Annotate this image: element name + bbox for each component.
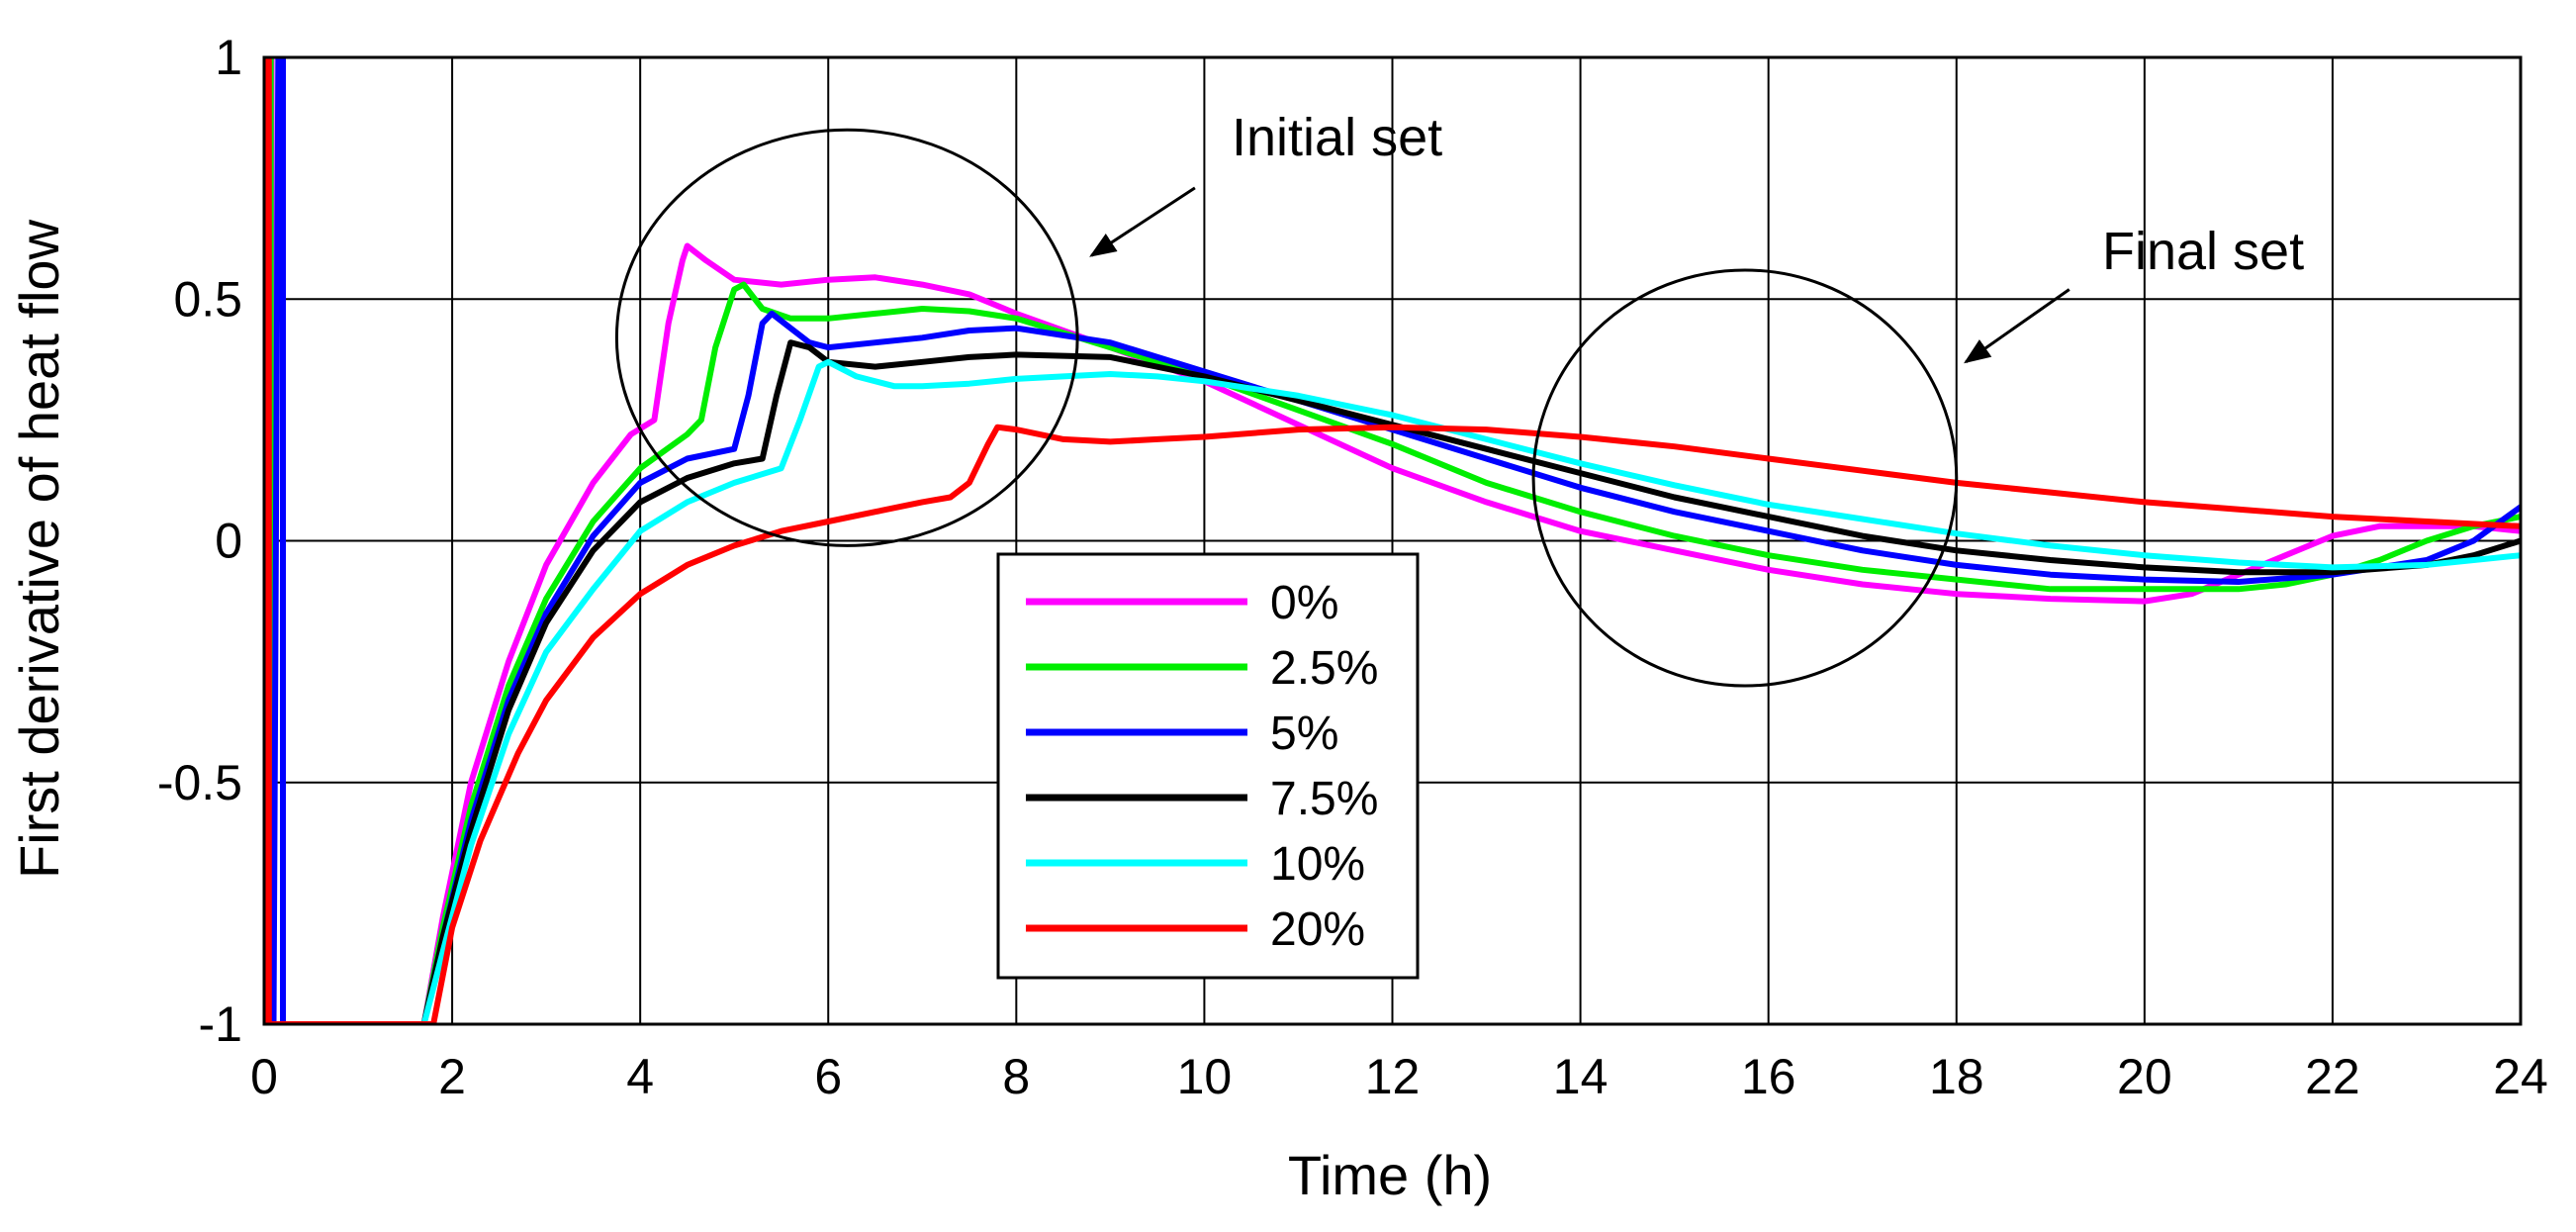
legend: 0% 2.5% 5% 7.5% 10% 20% (996, 552, 1420, 980)
legend-label: 10% (1270, 838, 1365, 891)
annotation-arrow (1089, 186, 1196, 257)
x-tick-label: 16 (1741, 1049, 1796, 1104)
y-tick-label: 1 (215, 30, 242, 85)
y-tick-label: -1 (199, 996, 242, 1052)
legend-label: 5% (1270, 708, 1338, 760)
x-tick-label: 24 (2493, 1049, 2548, 1104)
series-line-10pct (420, 358, 2521, 1024)
x-tick-label: 22 (2305, 1049, 2360, 1104)
series-line-7-5pct (264, 339, 2521, 1024)
legend-label: 20% (1270, 903, 1365, 956)
series-layer (264, 57, 2521, 1024)
series-line-20pct (264, 57, 2521, 1024)
x-tick-label: 12 (1365, 1049, 1421, 1104)
x-tick-label: 2 (438, 1049, 466, 1104)
x-tick-label: 20 (2117, 1049, 2172, 1104)
annotation-label: Initial set (1232, 108, 1442, 167)
annotation-arrow (1964, 288, 2070, 364)
series-line-2-5pct (264, 57, 2521, 1024)
x-tick-label: 10 (1177, 1049, 1233, 1104)
annotation-layer: Initial set Final set (614, 108, 2304, 688)
annotation-circle (614, 128, 1079, 547)
legend-label: 7.5% (1270, 773, 1378, 825)
x-tick-label: 6 (814, 1049, 842, 1104)
y-tick-label: -0.5 (157, 755, 242, 810)
x-axis-label: Time (h) (1288, 1144, 1492, 1206)
x-tick-label: 8 (1002, 1049, 1030, 1104)
plot-frame (262, 55, 2523, 1026)
x-tick-label: 14 (1553, 1049, 1609, 1104)
annotation-circle (1531, 268, 1959, 688)
y-tick-label: 0.5 (173, 271, 242, 327)
legend-box (996, 552, 1420, 980)
y-tick-label: 0 (215, 514, 242, 569)
tick-layer: 0 2 4 6 8 10 12 14 16 18 20 22 24-1-0.500.51 (157, 30, 2548, 1104)
annotation-label: Final set (2102, 222, 2304, 281)
x-tick-label: 0 (250, 1049, 278, 1104)
x-tick-label: 18 (1929, 1049, 1984, 1104)
y-axis-label: First derivative of heat flow (8, 219, 70, 879)
x-tick-label: 4 (626, 1049, 654, 1104)
legend-label: 0% (1270, 577, 1338, 629)
legend-label: 2.5% (1270, 642, 1378, 695)
series-line-0pct (264, 57, 2521, 1024)
